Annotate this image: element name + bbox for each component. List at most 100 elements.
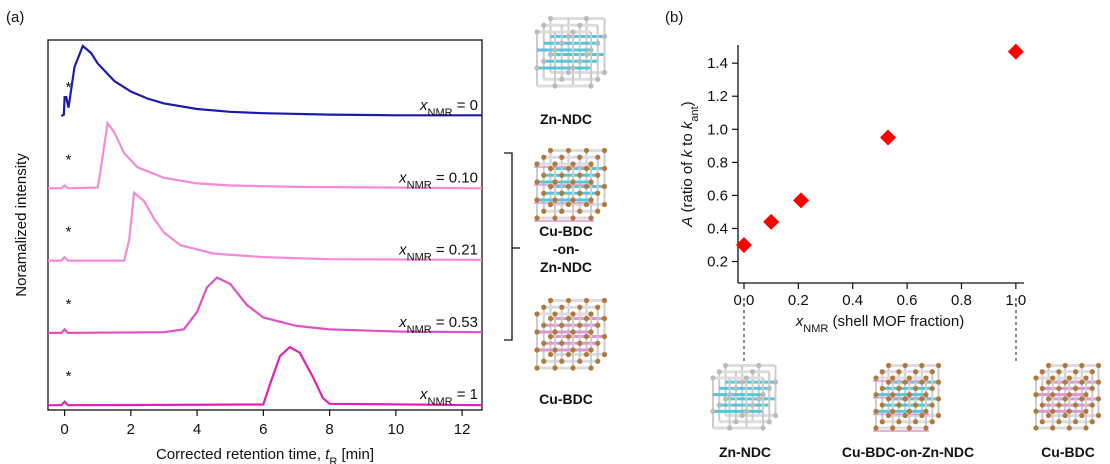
data-point	[880, 130, 896, 146]
data-point	[793, 192, 809, 208]
structure-icon	[710, 363, 778, 431]
panel-label: (b)	[665, 9, 683, 26]
node	[534, 311, 539, 316]
node	[566, 70, 571, 75]
node	[923, 409, 928, 414]
node	[936, 380, 941, 385]
node	[936, 363, 941, 368]
node	[534, 197, 539, 202]
node	[1040, 386, 1045, 391]
node	[570, 161, 575, 166]
node	[773, 380, 778, 385]
node	[566, 148, 571, 153]
node	[534, 215, 539, 220]
node	[577, 341, 582, 346]
node	[570, 311, 575, 316]
node	[1063, 380, 1068, 385]
node	[896, 402, 901, 407]
node	[1063, 413, 1068, 418]
node	[930, 386, 935, 391]
node	[717, 402, 722, 407]
node	[566, 34, 571, 39]
text-part: = 0.10	[432, 169, 478, 186]
node	[602, 148, 607, 153]
text-part: NMR	[803, 323, 828, 335]
node	[760, 392, 765, 397]
node	[1096, 380, 1101, 385]
node	[602, 202, 607, 207]
node	[913, 419, 918, 424]
node	[595, 209, 600, 214]
node	[923, 425, 928, 430]
node	[1083, 425, 1088, 430]
node	[577, 23, 582, 28]
node	[584, 166, 589, 171]
node	[577, 359, 582, 364]
node	[541, 23, 546, 28]
node	[710, 375, 715, 380]
node	[541, 323, 546, 328]
node	[570, 29, 575, 34]
node	[744, 375, 749, 380]
node	[552, 329, 557, 334]
node	[913, 369, 918, 374]
node	[541, 59, 546, 64]
node	[584, 298, 589, 303]
node	[1050, 409, 1055, 414]
node	[548, 52, 553, 57]
y-tick-label: 0.2	[707, 254, 728, 271]
node	[559, 41, 564, 46]
node	[733, 386, 738, 391]
structure-label: Zn-NDC	[719, 444, 771, 460]
node	[552, 311, 557, 316]
node	[1050, 375, 1055, 380]
node	[584, 184, 589, 189]
node	[903, 413, 908, 418]
node	[595, 305, 600, 310]
node	[896, 386, 901, 391]
node	[1056, 369, 1061, 374]
node	[541, 341, 546, 346]
node	[930, 419, 935, 424]
x-tick-label: 4	[193, 421, 201, 438]
node	[1090, 402, 1095, 407]
node	[913, 402, 918, 407]
structure-icon	[534, 148, 607, 221]
node	[903, 363, 908, 368]
node	[1067, 425, 1072, 430]
structure-label: -on-	[553, 241, 580, 257]
data-point	[1008, 44, 1024, 60]
node	[559, 341, 564, 346]
peak-marker: *	[66, 368, 72, 385]
plot-frame	[48, 40, 482, 410]
node	[577, 155, 582, 160]
structure-label: Cu-BDC	[539, 223, 593, 239]
node	[1073, 369, 1078, 374]
node	[903, 380, 908, 385]
node	[740, 413, 745, 418]
y-tick-label: 0.6	[707, 187, 728, 204]
node	[570, 365, 575, 370]
node	[570, 65, 575, 70]
node	[534, 65, 539, 70]
x-tick-label: 2	[127, 421, 135, 438]
node	[577, 173, 582, 178]
x-tick-label: 6	[259, 421, 267, 438]
peak-marker: *	[66, 151, 72, 168]
x-axis-label: xNMR (shell MOF fraction)	[795, 313, 964, 335]
node	[588, 83, 593, 88]
node	[588, 329, 593, 334]
node	[903, 396, 908, 401]
node	[602, 298, 607, 303]
node	[1083, 392, 1088, 397]
text-part: ant	[689, 106, 701, 121]
node	[710, 409, 715, 414]
text-part: NMR	[407, 324, 432, 336]
node	[584, 334, 589, 339]
node	[880, 369, 885, 374]
node	[773, 413, 778, 418]
node	[919, 363, 924, 368]
y-tick-label: 1.0	[707, 121, 728, 138]
node	[1040, 369, 1045, 374]
node	[1033, 392, 1038, 397]
